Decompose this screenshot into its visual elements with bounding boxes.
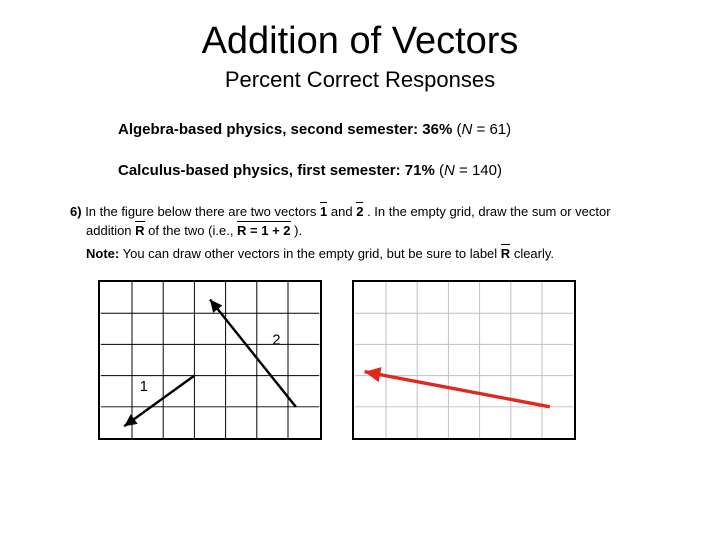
stat-n-label: N bbox=[462, 121, 473, 138]
q-text: and bbox=[331, 204, 356, 219]
q-text: addition bbox=[86, 223, 135, 238]
note-label: Note: bbox=[86, 246, 119, 261]
vector-1-symbol: 1 bbox=[320, 203, 327, 222]
stat-n-val: = 140 bbox=[459, 162, 497, 179]
q-text: . In the empty grid, draw the sum or vec… bbox=[367, 204, 611, 219]
stat-n-label: N bbox=[444, 162, 455, 179]
question-line-2: addition R of the two (i.e., R = 1 + 2 )… bbox=[86, 222, 680, 241]
page-title: Addition of Vectors bbox=[0, 0, 720, 63]
stat-n-close: ) bbox=[497, 162, 502, 179]
vector-r-symbol: R bbox=[501, 245, 510, 264]
svg-text:2: 2 bbox=[272, 332, 280, 348]
stat-n-val: = 61 bbox=[477, 121, 507, 138]
vector-equation: R = 1 + 2 bbox=[237, 222, 290, 241]
note-text: You can draw other vectors in the empty … bbox=[123, 246, 501, 261]
question-note: Note: You can draw other vectors in the … bbox=[86, 245, 680, 264]
stat-percent: 71% bbox=[405, 162, 435, 179]
question-block: 6) In the figure below there are two vec… bbox=[86, 203, 680, 264]
page-subtitle: Percent Correct Responses bbox=[0, 67, 720, 93]
q-text: In the figure below there are two vector… bbox=[85, 204, 320, 219]
right-grid bbox=[352, 280, 576, 440]
stat-label: Algebra-based physics, second semester: bbox=[118, 121, 418, 138]
stat-percent: 36% bbox=[422, 121, 452, 138]
stat-calculus: Calculus-based physics, first semester: … bbox=[118, 162, 720, 179]
vector-2-symbol: 2 bbox=[356, 203, 363, 222]
left-grid: 12 bbox=[98, 280, 322, 440]
question-number: 6) bbox=[70, 204, 82, 219]
stat-n-close: ) bbox=[506, 121, 511, 138]
q-text: of the two (i.e., bbox=[148, 223, 237, 238]
svg-text:1: 1 bbox=[140, 379, 148, 395]
vector-r-symbol: R bbox=[135, 222, 144, 241]
question-line-1: 6) In the figure below there are two vec… bbox=[86, 203, 680, 222]
stat-label: Calculus-based physics, first semester: bbox=[118, 162, 401, 179]
note-end: clearly. bbox=[514, 246, 554, 261]
q-text: ). bbox=[294, 223, 302, 238]
grid-row: 12 bbox=[98, 280, 720, 440]
stat-algebra: Algebra-based physics, second semester: … bbox=[118, 121, 720, 138]
